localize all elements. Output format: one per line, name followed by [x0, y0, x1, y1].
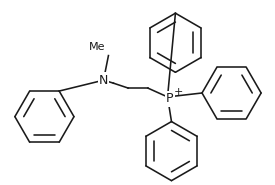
Text: P: P	[166, 92, 173, 105]
Text: Me: Me	[89, 42, 106, 52]
Text: N: N	[99, 74, 108, 87]
Text: +: +	[174, 87, 183, 97]
